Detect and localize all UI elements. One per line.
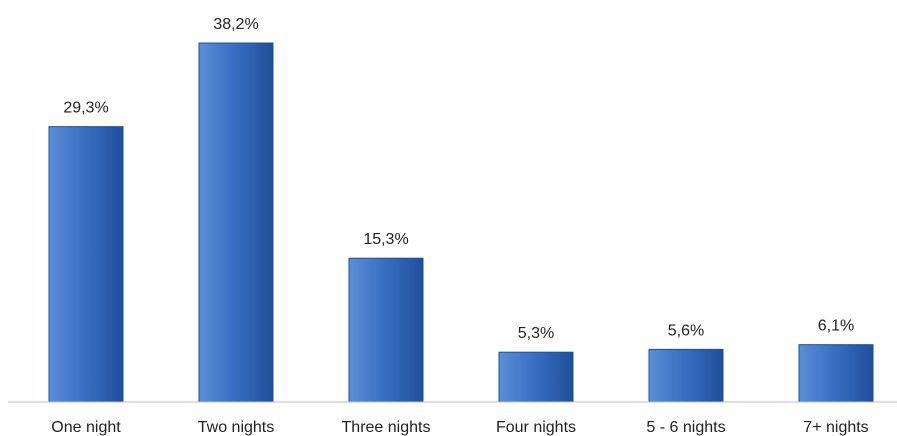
data-labels-group: 29,3% 38,2% 15,3% 5,3% 5,6% 6,1% (63, 16, 854, 342)
x-tick-label-5: 7+ nights (803, 419, 868, 436)
bar-5 (798, 344, 874, 403)
x-tick-label-3: Four nights (496, 419, 576, 436)
data-label-4: 5,6% (668, 322, 704, 339)
data-label-0: 29,3% (63, 100, 108, 117)
x-tick-label-4: 5 - 6 nights (646, 419, 725, 436)
x-tick-label-0: One night (51, 419, 121, 436)
data-label-1: 38,2% (213, 16, 258, 33)
bar-3 (498, 351, 574, 403)
x-tick-label-2: Three nights (342, 419, 431, 436)
data-label-3: 5,3% (518, 325, 554, 342)
bar-0 (48, 126, 124, 403)
data-label-2: 15,3% (363, 231, 408, 248)
x-tick-label-1: Two nights (198, 419, 274, 436)
bar-2 (348, 257, 424, 403)
data-label-5: 6,1% (818, 318, 854, 335)
x-tick-labels-group: One night Two nights Three nights Four nigh… (51, 419, 868, 436)
bars-group (48, 42, 874, 403)
bar-4 (648, 348, 724, 403)
bar-1 (198, 42, 274, 403)
